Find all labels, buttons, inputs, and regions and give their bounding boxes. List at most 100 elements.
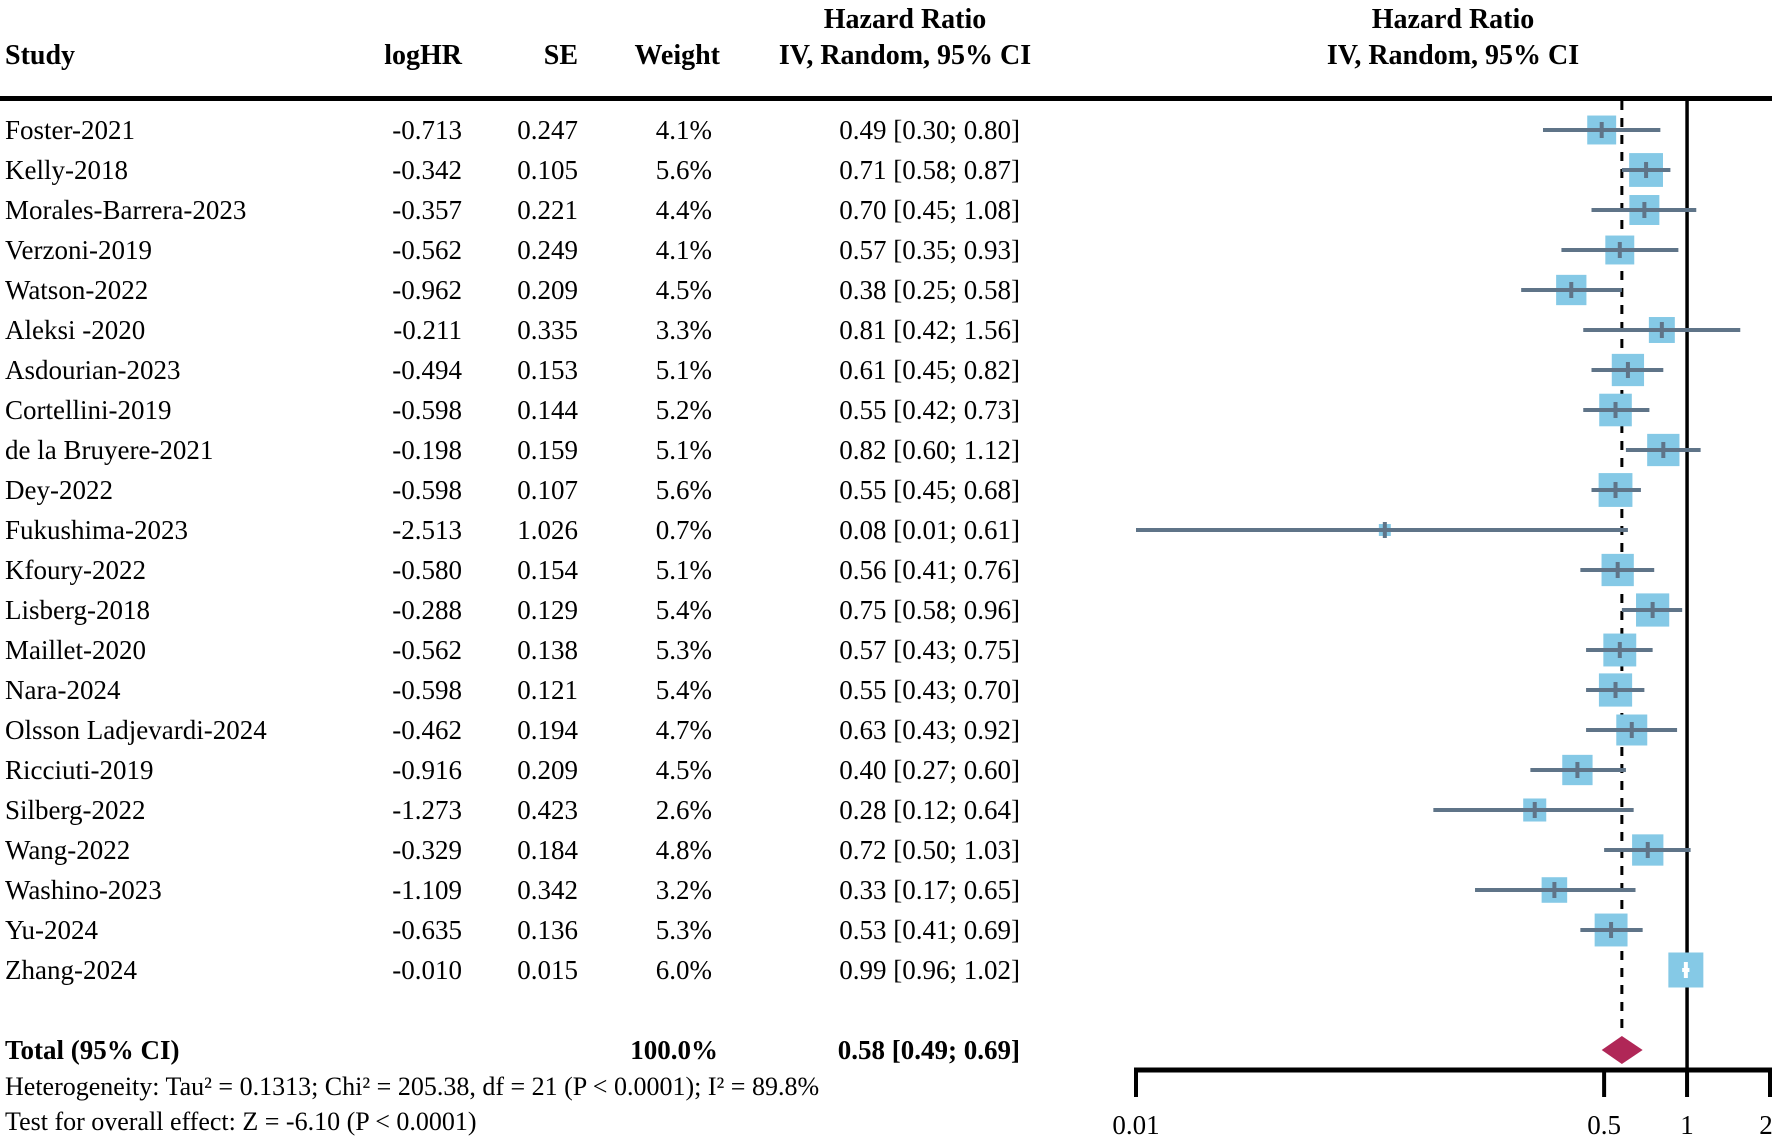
plot-subtitle: IV, Random, 95% CI [1326,40,1580,71]
se-value: 0.247 [517,115,578,145]
study-name: de la Bruyere-2021 [5,435,214,465]
total-effect-estimate: 0.58 [0.49; 0.69] [837,1035,1020,1065]
study-name: Silberg-2022 [5,795,146,825]
weight-value: 4.1% [655,235,712,265]
se-column-header: SE [543,40,578,71]
loghr-value: -0.010 [392,955,462,985]
plot-title: Hazard Ratio [1371,4,1535,35]
se-value: 0.221 [517,195,578,225]
loghr-value: -0.357 [392,195,462,225]
study-name: Dey-2022 [5,475,113,505]
study-name: Morales-Barrera-2023 [5,195,247,225]
loghr-value: -0.916 [392,755,462,785]
effect-estimate-label: 0.33 [0.17; 0.65] [839,875,1020,905]
se-value: 0.154 [517,555,578,585]
loghr-value: -1.273 [392,795,462,825]
effect-estimate-label: 0.82 [0.60; 1.12] [839,435,1020,465]
axis-tick-label: 0.5 [1587,1110,1621,1140]
heterogeneity-note: Heterogeneity: Tau² = 0.1313; Chi² = 205… [5,1072,820,1101]
weight-value: 4.5% [655,755,712,785]
se-value: 0.138 [517,635,578,665]
study-name: Maillet-2020 [5,635,146,665]
loghr-column-header: logHR [384,40,462,71]
weight-value: 3.2% [655,875,712,905]
se-value: 0.423 [517,795,578,825]
effect-estimate-label: 0.28 [0.12; 0.64] [839,795,1020,825]
weight-value: 4.7% [655,715,712,745]
axis-tick-label: 0.01 [1112,1110,1159,1140]
effect-estimate-label: 0.38 [0.25; 0.58] [839,275,1020,305]
se-value: 0.121 [517,675,578,705]
weight-value: 5.6% [655,475,712,505]
weight-value: 5.2% [655,395,712,425]
effect-column-title: Hazard Ratio [823,4,987,35]
weight-value: 5.1% [655,555,712,585]
effect-estimate-label: 0.56 [0.41; 0.76] [839,555,1020,585]
study-name: Asdourian-2023 [5,355,181,385]
effect-column-subheader: IV, Random, 95% CI [778,40,1032,71]
loghr-value: -0.598 [392,395,462,425]
loghr-value: -0.598 [392,675,462,705]
effect-estimate-label: 0.55 [0.42; 0.73] [839,395,1020,425]
loghr-value: -0.580 [392,555,462,585]
loghr-value: -0.598 [392,475,462,505]
weight-value: 5.4% [655,595,712,625]
effect-estimate-label: 0.08 [0.01; 0.61] [839,515,1020,545]
loghr-value: -0.562 [392,635,462,665]
effect-estimate-label: 0.70 [0.45; 1.08] [839,195,1020,225]
effect-estimate-label: 0.40 [0.27; 0.60] [839,755,1020,785]
study-name: Nara-2024 [5,675,121,705]
weight-value: 0.7% [655,515,712,545]
study-name: Wang-2022 [5,835,131,865]
effect-estimate-label: 0.61 [0.45; 0.82] [839,355,1020,385]
loghr-value: -0.211 [393,315,462,345]
summary-diamond [1601,1036,1643,1064]
effect-estimate-label: 0.75 [0.58; 0.96] [839,595,1020,625]
effect-estimate-label: 0.71 [0.58; 0.87] [839,155,1020,185]
effect-estimate-label: 0.57 [0.35; 0.93] [839,235,1020,265]
se-value: 0.342 [517,875,578,905]
se-value: 0.249 [517,235,578,265]
loghr-value: -0.462 [392,715,462,745]
study-name: Washino-2023 [5,875,162,905]
weight-value: 4.1% [655,115,712,145]
loghr-value: -0.329 [392,835,462,865]
se-value: 0.136 [517,915,578,945]
effect-estimate-label: 0.72 [0.50; 1.03] [839,835,1020,865]
weight-value: 6.0% [655,955,712,985]
se-value: 0.107 [517,475,578,505]
se-value: 0.194 [517,715,578,745]
effect-estimate-label: 0.63 [0.43; 0.92] [839,715,1020,745]
study-name: Cortellini-2019 [5,395,172,425]
axis-tick-label: 2 [1759,1110,1772,1140]
weight-value: 4.8% [655,835,712,865]
effect-estimate-label: 0.55 [0.43; 0.70] [839,675,1020,705]
loghr-value: -0.962 [392,275,462,305]
study-name: Watson-2022 [5,275,149,305]
weight-value: 5.1% [655,435,712,465]
loghr-value: -0.288 [392,595,462,625]
loghr-value: -0.562 [392,235,462,265]
total-row-label: Total (95% CI) [5,1035,180,1065]
weight-value: 5.3% [655,635,712,665]
se-value: 1.026 [517,515,578,545]
study-name: Kfoury-2022 [5,555,146,585]
weight-value: 4.5% [655,275,712,305]
effect-estimate-label: 0.81 [0.42; 1.56] [839,315,1020,345]
loghr-value: -0.713 [392,115,462,145]
se-value: 0.184 [517,835,578,865]
se-value: 0.105 [517,155,578,185]
se-value: 0.335 [517,315,578,345]
weight-value: 5.3% [655,915,712,945]
overall-effect-test-note: Test for overall effect: Z = -6.10 (P < … [5,1107,477,1136]
effect-estimate-label: 0.53 [0.41; 0.69] [839,915,1020,945]
se-value: 0.015 [517,955,578,985]
loghr-value: -1.109 [392,875,462,905]
total-weight: 100.0% [630,1035,718,1065]
effect-estimate-label: 0.99 [0.96; 1.02] [839,955,1020,985]
study-name: Ricciuti-2019 [5,755,154,785]
axis-tick-label: 1 [1680,1110,1694,1140]
weight-value: 5.4% [655,675,712,705]
